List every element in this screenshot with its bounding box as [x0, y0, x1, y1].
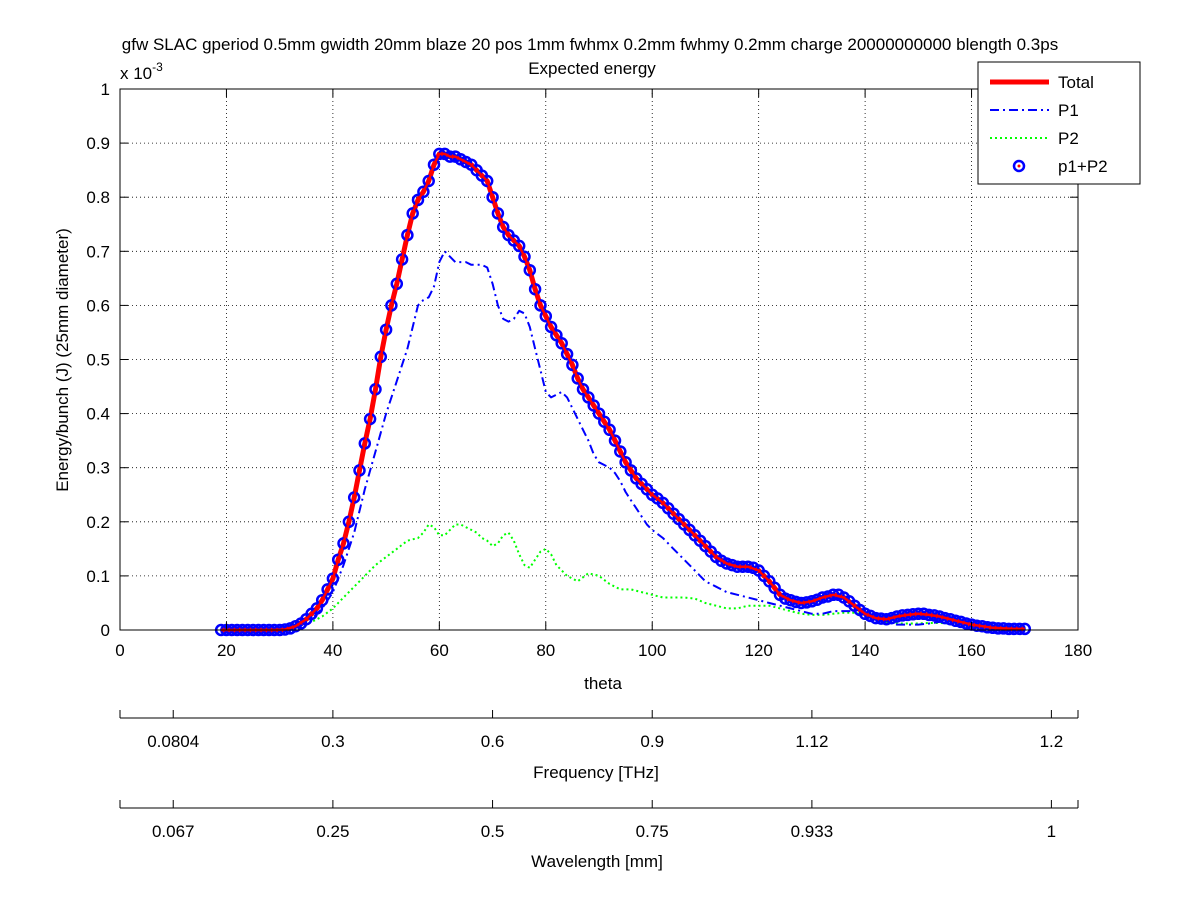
data-point-p1-p2: [555, 337, 568, 350]
data-point-p1-p2: [326, 572, 340, 585]
data-point-p1-p2: [512, 239, 526, 253]
secondary-tick-label: 1.12: [795, 732, 828, 751]
data-point-p1-p2: [315, 593, 329, 607]
y-tick-label: 0.1: [86, 567, 110, 586]
chart-subtitle: Expected energy: [528, 59, 656, 78]
secondary-tick-label: 0.067: [152, 822, 195, 841]
legend-label-p2: P2: [1058, 129, 1079, 148]
data-point-p1-p2: [518, 250, 531, 263]
legend-label-p1-p2: p1+P2: [1058, 157, 1108, 176]
y-tick-label: 0.3: [86, 459, 110, 478]
x-tick-label: 140: [851, 641, 879, 660]
secondary-tick-label: 0.6: [481, 732, 505, 751]
data-point-p1-p2: [720, 557, 733, 570]
data-point-p1-p2: [539, 309, 553, 323]
x-tick-label: 100: [638, 641, 666, 660]
secondary-tick-label: 0.9: [640, 732, 664, 751]
data-point-p1-p2: [427, 158, 441, 171]
legend: Total P1 P2 p1+P2: [977, 61, 1141, 185]
secondary-tick-label: 1.2: [1040, 732, 1064, 751]
y-axis-label: Energy/bunch (J) (25mm diameter): [53, 228, 72, 492]
plot-area: 0 20 40 60 80 100 120 140 160 180 0 0.1 0.2 0.3 0.4 0.…: [86, 80, 1092, 660]
legend-swatch-dot-p1-p2: [1017, 164, 1021, 168]
data-point-p1-p2: [422, 174, 435, 188]
x-tick-label: 160: [957, 641, 985, 660]
frequency-axis: 0.0804 0.3 0.6 0.9 1.12 1.2 Frequency [THz]: [119, 710, 1079, 782]
axes-background: [120, 89, 1078, 630]
y-tick-label: 0.5: [86, 351, 110, 370]
y-exponent-power: -3: [152, 60, 163, 74]
y-exponent-label: x 10-3: [120, 60, 163, 83]
frequency-axis-ticks: 0.0804 0.3 0.6 0.9 1.12 1.2: [119, 710, 1079, 751]
frequency-axis-label: Frequency [THz]: [533, 763, 659, 782]
x-tick-label: 20: [217, 641, 236, 660]
data-point-p1-p2: [603, 423, 616, 437]
chart-title: gfw SLAC gperiod 0.5mm gwidth 20mm blaze…: [122, 35, 1058, 54]
legend-swatch-p1-p2: [1012, 159, 1026, 173]
y-tick-label: 0.8: [86, 188, 110, 207]
data-point-p1-p2: [486, 190, 499, 204]
x-ticks: 0 20 40 60 80 100 120 140 160 180: [115, 89, 1092, 660]
wavelength-axis: 0.067 0.25 0.5 0.75 0.933 1 Wavelength [mm]: [119, 800, 1079, 871]
legend-items: Total P1 P2 p1+P2: [990, 73, 1108, 176]
y-tick-label: 0.2: [86, 513, 110, 532]
x-tick-label: 0: [115, 641, 124, 660]
wavelength-axis-ticks: 0.067 0.25 0.5 0.75 0.933 1: [119, 800, 1079, 841]
data-point-p1-p2: [779, 592, 792, 605]
legend-label-p1: P1: [1058, 101, 1079, 120]
secondary-tick-label: 0.25: [316, 822, 349, 841]
x-tick-label: 40: [323, 641, 342, 660]
secondary-tick-label: 1: [1047, 822, 1056, 841]
legend-label-total: Total: [1058, 73, 1094, 92]
y-tick-label: 0.9: [86, 134, 110, 153]
x-tick-label: 60: [430, 641, 449, 660]
y-tick-label: 0: [101, 621, 110, 640]
data-point-p1-p2: [614, 445, 627, 458]
wavelength-axis-label: Wavelength [mm]: [531, 852, 663, 871]
data-point-p1-p2: [566, 358, 579, 372]
y-tick-label: 1: [101, 80, 110, 99]
series-line-total-overlay: [221, 152, 1025, 632]
data-point-p1-p2: [608, 434, 622, 447]
series-group: [214, 147, 1032, 637]
y-ticks: 0 0.1 0.2 0.3 0.4 0.5 0.6 0.7 0.8 0.9 1: [86, 80, 1078, 640]
data-point-p1-p2: [480, 174, 494, 188]
x-tick-label: 80: [536, 641, 555, 660]
x-tick-label: 180: [1064, 641, 1092, 660]
secondary-tick-label: 0.933: [791, 822, 834, 841]
data-point-p1-p2: [534, 299, 547, 312]
secondary-tick-label: 0.75: [636, 822, 669, 841]
y-tick-label: 0.4: [86, 405, 110, 424]
data-point-p1-p2: [491, 207, 505, 220]
data-point-p1-p2: [417, 185, 430, 199]
secondary-tick-label: 0.5: [481, 822, 505, 841]
series-line-p1: [279, 250, 1025, 631]
secondary-tick-label: 0.3: [321, 732, 345, 751]
data-point-p1-p2: [528, 282, 542, 296]
data-point-p1-p2: [571, 372, 584, 385]
y-tick-label: 0.6: [86, 296, 110, 315]
data-point-p1-p2: [560, 347, 574, 361]
data-point-p1-p2: [321, 583, 334, 596]
data-point-p1-p2: [331, 553, 345, 566]
data-point-p1-p2: [523, 263, 537, 277]
y-tick-label: 0.7: [86, 242, 110, 261]
y-exponent-base: x 10: [120, 64, 152, 83]
secondary-tick-label: 0.0804: [147, 732, 199, 751]
x-axis-label: theta: [584, 674, 622, 693]
x-tick-label: 120: [744, 641, 772, 660]
